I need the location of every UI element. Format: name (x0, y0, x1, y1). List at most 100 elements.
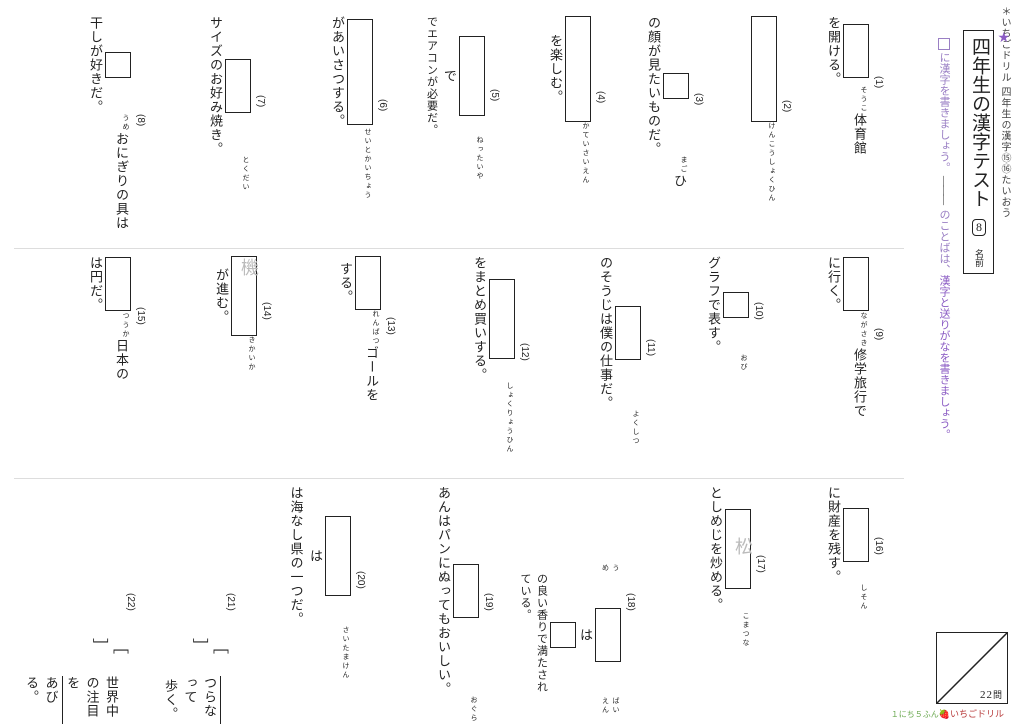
furigana: うめ (121, 114, 132, 132)
q11: (11) よくしつ のそうじは僕の仕事だ。 (594, 252, 659, 446)
q-text: としめじを炒める。 (706, 486, 726, 612)
answer-box[interactable] (225, 59, 251, 113)
q-text: あんはパンにぬってもおいしい。 (434, 486, 454, 696)
furigana: こまつな (741, 612, 752, 648)
q-text: は海なし県の一つだ。 (286, 486, 306, 626)
answer-box[interactable] (663, 73, 689, 99)
furigana: さいたまけん (341, 626, 352, 680)
q-text: 世界中の注目を (63, 676, 122, 724)
q7: (7) とくだい サイズのお好み焼き。 (204, 12, 269, 192)
bracket-icon: ﹇ (215, 638, 221, 654)
q17: (17) こまつな 松としめじを炒める。 (704, 482, 769, 648)
q-text: のそうじは僕の仕事だ。 (596, 256, 616, 410)
q-num: (14) (259, 302, 274, 320)
q-num: (12) (517, 343, 532, 361)
furigana: うめ (600, 564, 621, 573)
q-text: ひ (670, 174, 690, 188)
q-num: (19) (481, 593, 496, 611)
q-num: (7) (253, 95, 268, 107)
answer-box[interactable] (843, 257, 869, 311)
q8: (8) おにぎりの具は うめ 干しが好きだ。 (84, 12, 149, 230)
answer-box[interactable] (105, 52, 131, 78)
q13: (13) ゴールを れんぱつ する。 (334, 252, 399, 402)
furigana: まご (679, 156, 690, 174)
answer-box[interactable] (723, 292, 749, 318)
q-num: (5) (487, 89, 502, 101)
q-text: あびる。 (22, 676, 63, 724)
answer-box[interactable] (489, 279, 515, 359)
furigana: しょくりょうひん (505, 382, 516, 454)
q-text: 干しが好きだ。 (86, 16, 106, 114)
q9: (9) 修学旅行で ながさき に行く。 (822, 252, 887, 418)
q6: (6) せいとかいちょう があいさつする。 (326, 12, 391, 200)
answer-box[interactable] (459, 36, 485, 116)
answer-box[interactable]: 機 (231, 256, 257, 336)
furigana: おぐら (469, 696, 480, 723)
q-num: (20) (353, 571, 368, 589)
q-text: 歩く。 (161, 679, 181, 721)
q-num: (3) (691, 93, 706, 105)
q4: (4) かていさいえん を楽しむ。 (544, 12, 609, 185)
furigana: ながさき (859, 312, 870, 348)
q20: (20) さいたまけん はは海なし県の一つだ。 (284, 482, 368, 680)
furigana: かていさいえん (581, 122, 592, 185)
furigana: けんこうしょくひん (767, 122, 778, 203)
answer-box[interactable] (105, 257, 131, 311)
answer-box[interactable] (325, 516, 351, 596)
bracket-icon: ﹇ (115, 638, 121, 654)
q-text: グラフで表す。 (704, 256, 724, 354)
q-text: つらなって (180, 676, 221, 724)
q21: (21) つらなって歩く。 ﹇﹈ (159, 482, 239, 724)
q-text: 修学旅行で (850, 348, 870, 418)
answer-box[interactable] (615, 306, 641, 360)
answer-box[interactable]: 松 (725, 509, 751, 589)
q-text: おにぎりの具は (112, 132, 132, 230)
q-text: に行く。 (824, 256, 844, 312)
furigana: しそん (859, 584, 870, 611)
furigana: そうこ (859, 86, 870, 113)
bracket-icon: ﹈ (94, 638, 100, 654)
q-text: に財産を残す。 (824, 486, 844, 584)
q16: (16) しそん に財産を残す。 (822, 482, 887, 611)
q18: (18) ばいえん は の良い香りで満たされている。 うめ (515, 482, 639, 724)
q-num: (6) (375, 99, 390, 111)
hint-kanji: 機 (235, 258, 262, 276)
q2: (2) けんこうしょくひん (749, 12, 794, 203)
q-text: は (576, 628, 596, 642)
q-num: (4) (593, 91, 608, 103)
furigana: せいとかいちょう (363, 128, 374, 200)
q-text: サイズのお好み焼き。 (206, 16, 226, 156)
q-text: を楽しむ。 (546, 34, 566, 104)
q-text: は円だ。 (86, 256, 106, 312)
q1: (1) 体育館 そうこ を開ける。 (822, 12, 887, 155)
answer-box[interactable] (347, 19, 373, 125)
q-text: を開ける。 (824, 16, 844, 86)
answer-box[interactable] (751, 16, 777, 122)
bracket-icon: ﹈ (194, 638, 200, 654)
answer-box[interactable] (843, 508, 869, 562)
hint-kanji: 松 (729, 537, 756, 555)
answer-box[interactable] (565, 16, 591, 122)
q-num: (11) (643, 339, 658, 356)
answer-box[interactable] (355, 256, 381, 310)
answer-box[interactable] (595, 608, 621, 662)
answer-box[interactable] (453, 564, 479, 618)
q-num: (22) (123, 593, 138, 611)
q10: (10) おび グラフで表す。 (702, 252, 767, 372)
q-text: が進む。 (212, 268, 232, 324)
furigana: ばいえん (600, 697, 621, 724)
furigana: きかいか (247, 336, 258, 372)
answer-box[interactable] (550, 622, 576, 648)
q-num: (17) (753, 555, 768, 573)
q19: (19) おぐら あんはパンにぬってもおいしい。 (432, 482, 497, 723)
q22: (22) 世界中の注目をあびる。 ﹇ ﹈ (20, 482, 139, 724)
q-num: (18) (623, 593, 638, 611)
q-text: の良い香りで満たされている。 (517, 573, 550, 697)
furigana: ねったいや (475, 136, 486, 181)
q-text: する。 (336, 262, 356, 304)
q-text: の顔が見たいものだ。 (644, 16, 664, 156)
q-num: (2) (779, 100, 794, 112)
q-num: (9) (871, 328, 886, 340)
answer-box[interactable] (843, 24, 869, 78)
q-text: でエアコンが必要だ。 (423, 16, 440, 136)
